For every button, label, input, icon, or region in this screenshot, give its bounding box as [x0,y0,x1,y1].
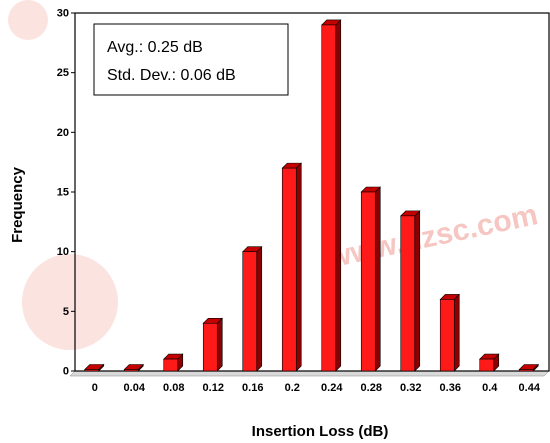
y-tick-label: 25 [57,67,69,79]
y-tick-label: 20 [57,127,69,139]
stats-box: Avg.: 0.25 dB Std. Dev.: 0.06 dB [93,23,289,96]
x-tick-label: 0.44 [519,382,541,394]
x-tick-label: 0.04 [124,382,146,394]
bar-side [256,245,263,372]
bar-side [295,162,302,372]
stats-avg-label: Avg.: 0.25 dB [107,39,203,56]
bar-front [439,299,455,372]
bar [400,210,421,372]
bar [84,363,105,372]
bar [281,162,302,372]
bar [242,245,263,372]
x-tick-label: 0.24 [321,382,343,394]
bar-front [202,322,218,372]
bar-front [400,215,416,372]
bar [439,293,460,372]
bar-side [414,210,421,372]
bar [321,19,342,372]
bar [518,363,539,372]
y-tick-label: 0 [63,366,69,378]
x-tick-label: 0.32 [400,382,421,394]
bar-side [453,293,460,372]
bar-side [216,317,223,372]
x-tick-label: 0.36 [440,382,461,394]
plot-floor [69,370,550,377]
bar-front [479,358,495,372]
bar-front [518,369,534,372]
x-tick-label: 0.28 [361,382,382,394]
y-tick-label: 5 [63,306,69,318]
watermark-logo-circle [8,0,48,40]
bar [163,353,184,372]
y-tick-label: 30 [57,8,69,20]
x-tick-label: 0 [92,382,98,394]
bar [479,353,500,372]
y-tick-label: 10 [57,246,69,258]
bar-front [242,251,258,372]
y-axis-title: Frequency [9,166,26,243]
stats-stddev-label: Std. Dev.: 0.06 dB [107,67,236,84]
stats-box-frame [93,23,289,96]
bar [360,186,381,372]
bar-front [360,191,376,372]
watermark-text: www.dzsc.com [324,198,541,275]
bar [123,363,144,372]
x-tick-label: 0.08 [163,382,184,394]
bar-side [374,186,381,372]
watermark-logo-circle [22,254,118,350]
bars [84,19,539,372]
bar-front [321,24,337,372]
x-tick-label: 0.16 [242,382,263,394]
bar [202,317,223,372]
x-tick-label: 0.4 [482,382,498,394]
x-axis-title: Insertion Loss (dB) [252,423,389,440]
y-tick-label: 15 [57,187,69,199]
bar-front [123,369,139,372]
bar-front [163,358,179,372]
axis-ticks: 0 5 10 15 20 25 30 0 0.04 0.08 0.12 0.16 0.2 0.24 0.28… [57,8,541,395]
bar-front [84,369,100,372]
x-tick-label: 0.12 [203,382,224,394]
bar-front [281,167,297,372]
x-tick-label: 0.2 [285,382,300,394]
bar-side [335,19,342,372]
